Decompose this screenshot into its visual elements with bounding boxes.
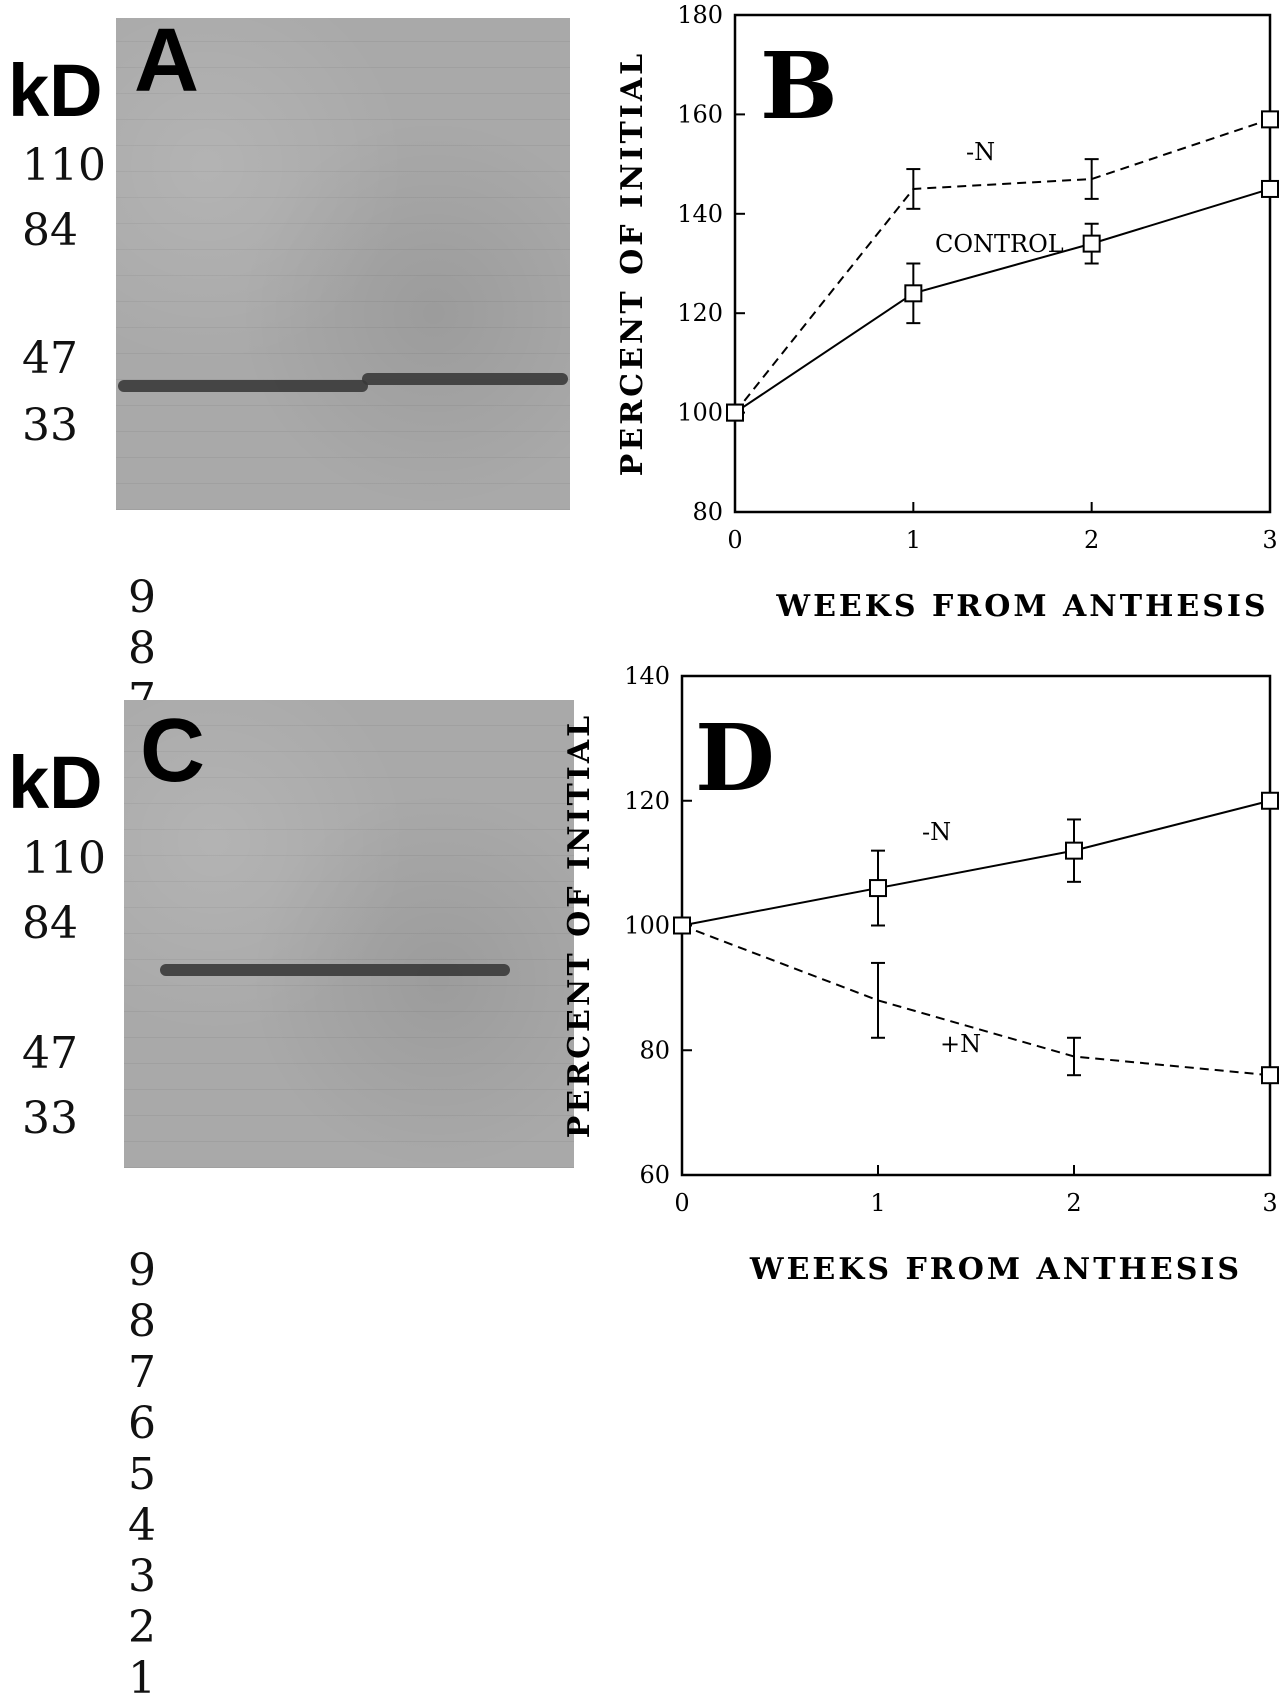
y-tick-label-d: 80: [639, 1036, 670, 1064]
y-tick-label-d: 140: [624, 662, 670, 690]
y-tick-label-b: 120: [677, 299, 723, 327]
mw-marker-33: 33: [22, 400, 78, 451]
kd-label-a: kD: [8, 49, 103, 132]
y-tick-label-b: 140: [677, 200, 723, 228]
mw-marker-110: 110: [22, 833, 106, 884]
y-axis-label-d: PERCENT OF INITIAL: [562, 713, 597, 1138]
panel-letter-c: C: [140, 701, 205, 801]
data-point-b: [1261, 110, 1279, 129]
blot-image-a: [116, 18, 570, 510]
x-tick-label-d: 1: [870, 1189, 885, 1217]
kd-label-c: kD: [8, 741, 103, 824]
mw-marker-110: 110: [22, 140, 106, 191]
panel-letter-b: B: [760, 32, 838, 140]
y-tick-label-b: 100: [677, 399, 723, 427]
data-point-d: [673, 916, 691, 935]
data-point-d: [869, 879, 887, 898]
y-tick-label-d: 100: [624, 912, 670, 940]
y-tick-label-d: 60: [639, 1161, 670, 1189]
series-label-d: -N: [922, 818, 951, 846]
protein-band-a: [118, 380, 368, 392]
blot-image-c: [124, 700, 574, 1168]
x-tick-label-b: 2: [1084, 526, 1099, 554]
y-tick-label-b: 160: [677, 100, 723, 128]
data-point-b: [904, 284, 923, 303]
x-tick-label-d: 2: [1066, 1189, 1081, 1217]
mw-marker-33: 33: [22, 1093, 78, 1144]
plot-frame-b: [733, 13, 1272, 514]
series-label-b: CONTROL: [935, 230, 1064, 258]
x-axis-label-d: WEEKS FROM ANTHESIS: [749, 1252, 1242, 1287]
lane-numbers-c: 9 8 7 6 5 4 3 2 1: [128, 1245, 158, 1704]
data-point-d: [1065, 841, 1083, 860]
y-tick-label-d: 120: [624, 787, 670, 815]
x-tick-label-b: 1: [906, 526, 921, 554]
data-point-b: [1082, 234, 1101, 253]
y-axis-label-b: PERCENT OF INITIAL: [615, 51, 650, 476]
y-tick-label-b: 80: [692, 498, 723, 526]
protein-band-c: [160, 964, 510, 976]
data-point-d: [1261, 791, 1279, 810]
series-line-d-0: [681, 799, 1271, 927]
mw-marker-84: 84: [22, 205, 78, 256]
x-tick-label-d: 0: [674, 1189, 689, 1217]
data-point-b: [726, 403, 744, 422]
panel-letter-a: A: [134, 11, 199, 111]
series-line-b-0: [734, 118, 1271, 414]
y-tick-label-b: 180: [677, 1, 723, 29]
data-point-d: [1261, 1066, 1279, 1085]
x-tick-label-b: 3: [1262, 526, 1277, 554]
x-axis-label-b: WEEKS FROM ANTHESIS: [775, 589, 1268, 624]
series-label-b: -N: [966, 138, 995, 166]
protein-band-a-right: [362, 373, 568, 385]
x-tick-label-b: 0: [727, 526, 742, 554]
mw-marker-84: 84: [22, 898, 78, 949]
mw-marker-47: 47: [22, 1028, 78, 1079]
mw-marker-47: 47: [22, 333, 78, 384]
series-line-b-1: [734, 187, 1271, 414]
series-label-d: +N: [940, 1030, 981, 1058]
data-point-b: [1261, 179, 1279, 198]
series-line-d-1: [681, 924, 1271, 1077]
panel-letter-d: D: [695, 704, 775, 812]
x-tick-label-d: 3: [1262, 1189, 1277, 1217]
